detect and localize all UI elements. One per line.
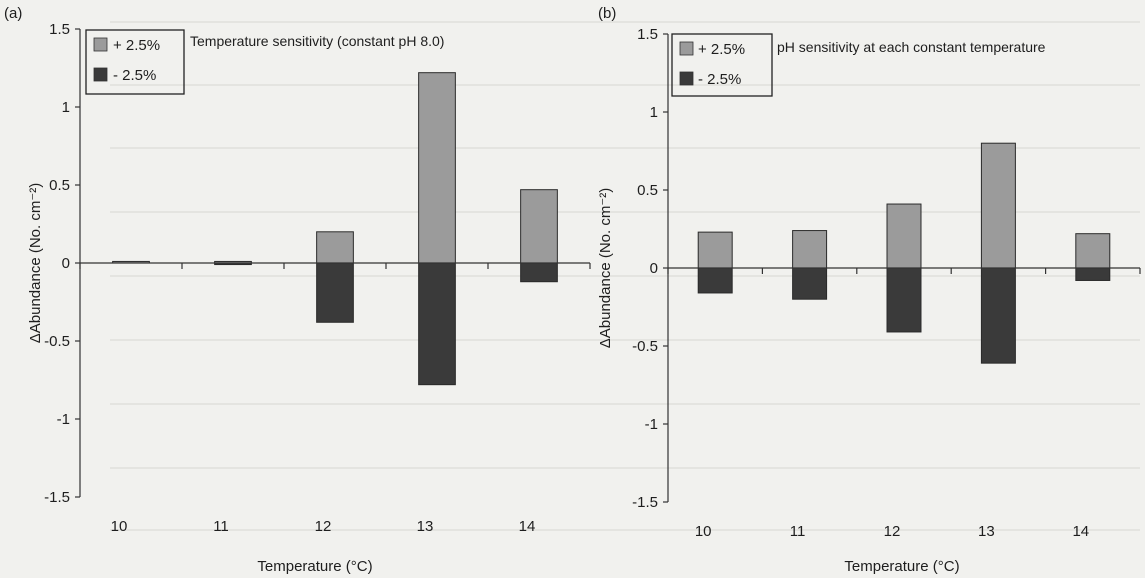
chart-b-xlabel: Temperature (°C) <box>844 558 959 575</box>
chart-b-x-tick-label: 11 <box>790 523 806 540</box>
chart-b-bar-plus <box>980 142 1016 269</box>
chart-b-y-tick-label: -1.5 <box>632 494 658 511</box>
chart-b-x-tick-label: 13 <box>978 523 995 540</box>
chart-b-y-ticks: 1.5 1 0.5 0 -0.5 -1 -1.5 <box>632 26 668 511</box>
chart-a: (a) 1.5 1 0.5 0 -0.5 -1 -1.5 10 11 12 13 14 ΔAbund… <box>4 5 591 575</box>
chart-a-legend-label-minus: - 2.5% <box>113 67 156 84</box>
chart-a-y-tick-label: 1.5 <box>49 21 70 38</box>
chart-b-bars <box>697 142 1111 364</box>
chart-a-xlabel: Temperature (°C) <box>257 558 372 575</box>
background-text-lines <box>110 21 1140 531</box>
chart-a-y-tick-label: 0.5 <box>49 177 70 194</box>
chart-b-x-ticks: 10 11 12 13 14 <box>667 268 1141 540</box>
chart-b-panel-label: (b) <box>598 5 616 22</box>
chart-a-x-tick-label: 10 <box>111 518 128 535</box>
chart-a-legend-box <box>85 29 185 95</box>
chart-a-legend-label-plus: + 2.5% <box>113 37 160 54</box>
chart-a-legend-swatch-minus <box>93 67 108 82</box>
chart-b-bar-minus <box>792 267 828 300</box>
chart-b-bar-minus <box>886 267 922 333</box>
chart-a-y-tick-label: -1.5 <box>44 489 70 506</box>
chart-b-y-tick-label: 1.5 <box>637 26 658 43</box>
chart-a-legend-swatch-plus <box>93 37 108 52</box>
chart-b-bar-plus <box>792 230 828 269</box>
chart-b-y-tick-label: 0 <box>650 260 658 277</box>
chart-a-ylabel: ΔAbundance (No. cm⁻²) <box>27 183 44 344</box>
chart-b-bar-plus <box>886 203 922 269</box>
chart-b-x-tick-label: 14 <box>1072 523 1089 540</box>
chart-b-y-tick-label: -1 <box>645 416 658 433</box>
chart-b-legend-box <box>671 33 773 97</box>
chart-a-y-ticks: 1.5 1 0.5 0 -0.5 -1 -1.5 <box>44 21 80 506</box>
chart-a-bar-plus <box>316 231 354 264</box>
chart-b-y-tick-label: 1 <box>650 104 658 121</box>
chart-b-legend-swatch-minus <box>679 71 694 86</box>
chart-b-bar-minus <box>980 267 1016 364</box>
chart-b-bar-minus <box>1075 267 1111 281</box>
chart-a-bar-minus <box>418 262 456 386</box>
chart-b-legend-label-plus: + 2.5% <box>698 41 745 58</box>
chart-a-bar-plus <box>520 189 558 264</box>
chart-b-y-tick-label: 0.5 <box>637 182 658 199</box>
chart-b-y-tick-label: -0.5 <box>632 338 658 355</box>
chart-a-bar-minus <box>520 262 558 283</box>
chart-b-legend-title: pH sensitivity at each constant temperat… <box>777 39 1046 55</box>
chart-a-bars <box>112 72 558 386</box>
chart-a-y-tick-label: -0.5 <box>44 333 70 350</box>
chart-b-bar-plus <box>1075 233 1111 269</box>
chart-b-bar-minus <box>697 267 733 294</box>
chart-b-ylabel: ΔAbundance (No. cm⁻²) <box>597 188 614 349</box>
chart-b-x-tick-label: 12 <box>884 523 901 540</box>
chart-b: (b) 1.5 1 0.5 0 -0.5 -1 -1.5 10 11 12 13 14 ΔAbund… <box>597 5 1141 575</box>
chart-b-x-tick-label: 10 <box>695 523 712 540</box>
chart-b-bar-plus <box>697 231 733 269</box>
chart-b-legend-label-minus: - 2.5% <box>698 71 741 88</box>
chart-a-x-tick-label: 11 <box>213 518 229 535</box>
chart-a-x-tick-label: 12 <box>315 518 332 535</box>
chart-a-y-tick-label: -1 <box>57 411 70 428</box>
chart-a-bar-plus <box>418 72 456 264</box>
chart-a-x-tick-label: 13 <box>417 518 434 535</box>
chart-a-y-tick-label: 0 <box>62 255 70 272</box>
chart-b-legend: + 2.5% - 2.5% <box>671 33 773 97</box>
chart-a-legend-title: Temperature sensitivity (constant pH 8.0… <box>190 33 444 49</box>
chart-a-x-ticks: 10 11 12 13 14 <box>79 263 591 535</box>
chart-a-y-tick-label: 1 <box>62 99 70 116</box>
chart-a-x-tick-label: 14 <box>519 518 536 535</box>
chart-b-legend-swatch-plus <box>679 41 694 56</box>
chart-a-panel-label: (a) <box>4 5 22 22</box>
chart-a-bar-minus <box>316 262 354 323</box>
chart-a-legend: + 2.5% - 2.5% <box>85 29 185 95</box>
